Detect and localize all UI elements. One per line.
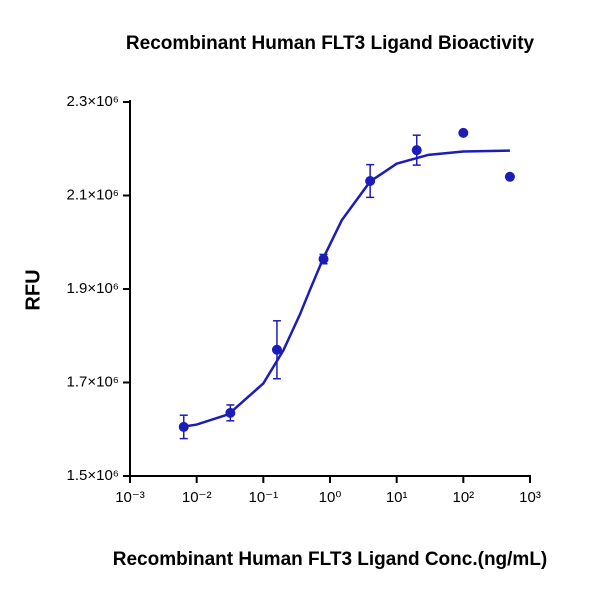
chart-title: Recombinant Human FLT3 Ligand Bioactivit… <box>126 33 535 54</box>
x-axis-label: Recombinant Human FLT3 Ligand Conc.(ng/m… <box>113 549 548 570</box>
x-tick-label: 10¹ <box>386 489 408 506</box>
data-point <box>365 176 376 187</box>
x-tick-label: 10⁻¹ <box>249 489 279 506</box>
data-point <box>318 254 329 265</box>
x-tick-label: 10³ <box>519 489 541 506</box>
x-tick-label: 10² <box>452 489 474 506</box>
data-point <box>504 171 515 182</box>
y-tick-label: 2.3×10⁶ <box>67 93 119 110</box>
y-tick-label: 2.1×10⁶ <box>67 186 119 203</box>
y-axis-label: RFU <box>22 269 44 310</box>
x-tick-label: 10⁰ <box>319 489 342 506</box>
x-tick-label: 10⁻² <box>182 489 212 506</box>
data-point <box>458 127 469 138</box>
y-tick-label: 1.7×10⁶ <box>67 373 119 390</box>
data-point <box>271 344 282 355</box>
data-point <box>411 145 422 156</box>
fit-curve <box>181 149 510 429</box>
data-point <box>225 407 236 418</box>
data-point <box>178 421 189 432</box>
y-tick-label: 1.9×10⁶ <box>67 280 119 297</box>
x-tick-label: 10⁻³ <box>115 489 145 506</box>
y-tick-label: 1.5×10⁶ <box>67 467 119 484</box>
